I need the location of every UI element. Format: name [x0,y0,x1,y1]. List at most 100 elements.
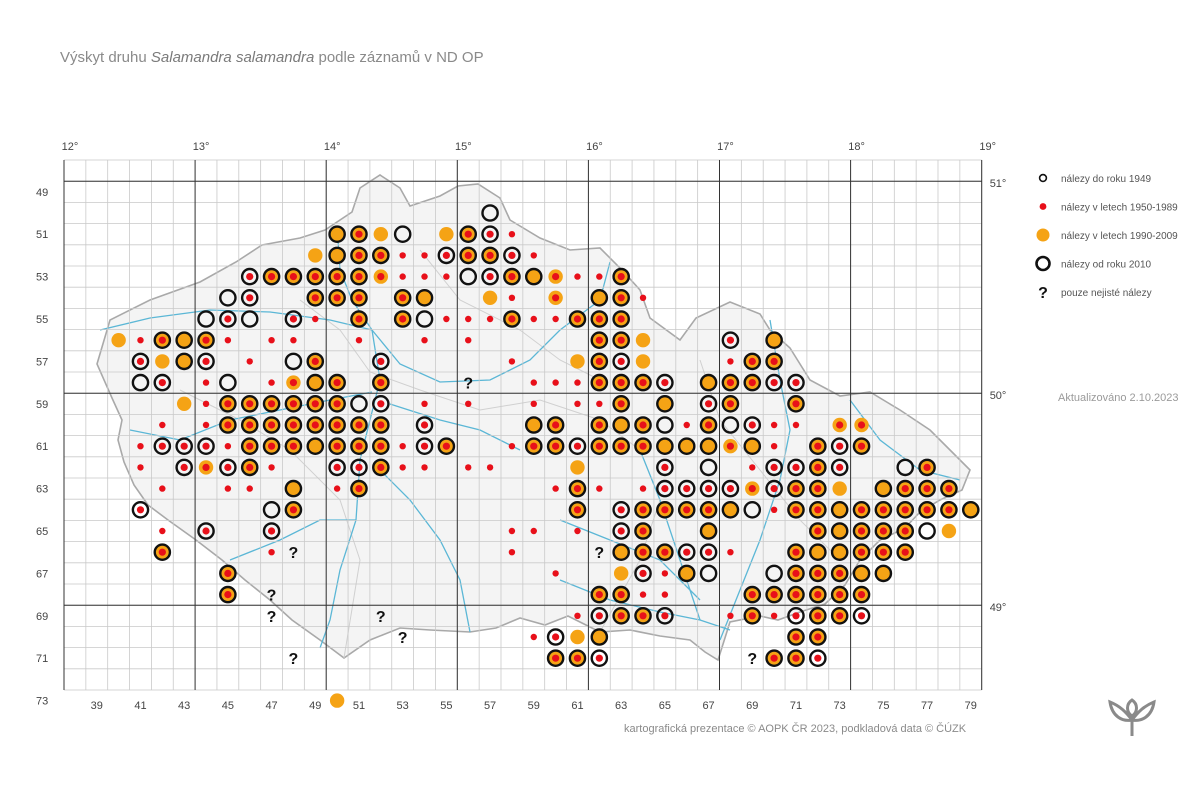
large-black-ring [350,458,368,477]
red-dot [399,315,407,323]
red-dot [661,506,669,514]
red-dot [508,294,516,301]
occurrence-marker [852,522,871,540]
red-dot [704,548,713,556]
latitude-axis: 51° 50° 49° [990,178,1007,614]
large-black-ring [612,310,630,328]
occurrence-marker [832,417,847,433]
uncertain-mark: ? [376,609,386,626]
large-black-ring [830,607,849,625]
red-dot [727,358,734,365]
large-black-ring [546,437,565,456]
red-dot [377,421,385,429]
large-black-ring [896,522,915,540]
large-black-ring [874,522,893,540]
red-dot [857,612,866,620]
large-black-ring [350,394,368,413]
red-dot [289,379,298,387]
red-dot [901,506,909,514]
red-dot [289,273,298,281]
orange-dot [876,566,891,581]
red-dot [792,463,800,471]
red-dot [508,251,516,259]
column-label: 55 [440,700,452,712]
occurrence-marker [530,633,537,641]
large-black-ring [284,394,303,413]
column-label: 71 [790,700,802,712]
red-dot [508,549,516,556]
red-dot [770,421,778,429]
red-dot [617,315,625,323]
occurrence-marker [503,310,521,328]
occurrence-marker [612,416,630,434]
orange-dot [308,439,323,454]
occurrence-marker [421,337,428,344]
occurrence-marker [590,288,609,307]
occurrence-marker [830,500,849,519]
occurrence-marker [765,373,783,392]
red-dot [945,485,953,493]
occurrence-marker [830,607,849,625]
occurrence-marker [240,458,259,477]
red-dot [267,400,276,408]
occurrence-marker [612,394,630,413]
red-dot [574,527,581,535]
column-label: 45 [222,700,234,712]
large-black-ring [765,458,783,477]
large-black-ring [765,649,783,668]
occurrence-marker [481,267,499,286]
legend-label: nálezy v letech 1950-1989 [1061,203,1178,214]
occurrence-marker [677,500,696,519]
occurrence-marker [224,485,232,492]
orange-dot [766,333,782,348]
large-black-ring [306,288,325,307]
red-dot [399,294,407,302]
red-dot [661,548,669,556]
red-dot [792,421,800,429]
large-black-ring [787,458,805,477]
red-dot [748,357,756,365]
occurrence-marker [524,437,543,456]
red-dot [289,442,298,450]
large-black-ring [590,288,609,307]
red-dot [224,400,232,408]
uncertain-mark: ? [289,545,299,562]
occurrence-marker [284,352,303,371]
red-dot [617,591,625,599]
large-black-ring [219,458,237,477]
large-black-ring [874,564,893,583]
occurrence-marker [896,500,915,519]
large-black-ring [721,416,740,434]
occurrence-marker [656,437,674,456]
large-black-ring [284,352,303,371]
large-black-ring [809,543,827,562]
red-dot [158,548,166,556]
large-black-ring [219,585,237,604]
occurrence-marker [373,227,389,242]
occurrence-marker [568,500,587,519]
large-black-ring [809,500,827,519]
large-black-ring [721,500,740,519]
title-suffix: podle záznamů v ND OP [318,49,484,66]
large-black-ring [437,437,456,456]
red-dot [595,336,603,344]
column-label: 51 [353,700,365,712]
red-dot [617,294,625,302]
red-dot [399,273,406,280]
red-dot [465,400,472,407]
orange-dot [963,502,978,517]
red-dot [748,421,756,429]
red-dot [246,463,254,471]
orange-dot [526,269,541,284]
occurrence-marker [552,379,559,386]
large-black-ring [940,500,958,519]
red-dot [661,379,669,387]
red-dot [443,315,450,323]
red-dot [574,379,581,386]
large-black-ring [284,416,303,434]
occurrence-marker [809,522,827,540]
occurrence-marker [137,337,144,344]
occurrence-marker [530,252,537,259]
red-dot [749,464,756,471]
occurrence-marker [765,331,783,350]
